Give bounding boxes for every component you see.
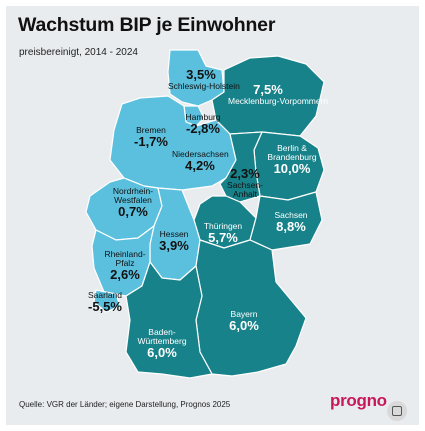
map-title: Wachstum BIP je Einwohner	[18, 14, 276, 36]
source-note: Quelle: VGR der Länder; eigene Darstellu…	[19, 400, 231, 409]
region-label-berlin-brandenburg: Berlin & Brandenburg 10,0%	[267, 143, 317, 176]
region-shape-saarland	[93, 289, 121, 313]
region-shape-bayern	[195, 239, 307, 377]
region-label-niedersachsen: Niedersachsen 4,2%	[172, 149, 229, 173]
region-label-hamburg: Hamburg -2,8%	[185, 112, 221, 136]
region-label-sachsen: Sachsen 8,8%	[274, 210, 308, 234]
region-label-baden-wuerttemberg: Baden-Württemberg 6,0%	[137, 327, 187, 360]
prognos-logo: progno	[330, 391, 387, 410]
lens-scan-icon[interactable]	[387, 401, 407, 421]
region-shape-sachsen	[249, 191, 323, 251]
region-shape-baden-wuerttemberg	[125, 261, 213, 379]
region-label-bremen: Bremen -1,7%	[134, 125, 168, 149]
region-label-nordrhein-westfalen: Nordrhein-Westfalen 0,7%	[112, 186, 154, 219]
region-label-rheinland-pfalz: Rheinland-Pfalz 2,6%	[104, 249, 146, 282]
region-label-bayern: Bayern 6,0%	[229, 309, 259, 333]
region-label-thueringen: Thüringen 5,7%	[203, 221, 243, 245]
region-label-sachsen-anhalt: 2,3% Sachsen-Anhalt	[227, 166, 263, 199]
map-subtitle: preisbereinigt, 2014 - 2024	[19, 47, 138, 58]
region-label-schleswig-holstein: 3,5% Schleswig-Holstein	[168, 67, 240, 91]
region-label-saarland: Saarland -5,5%	[87, 290, 123, 314]
region-label-mecklenburg-vorpommern: 7,5% Mecklenburg-Vorpommern	[228, 82, 329, 106]
region-label-hessen: Hessen 3,9%	[159, 229, 189, 253]
